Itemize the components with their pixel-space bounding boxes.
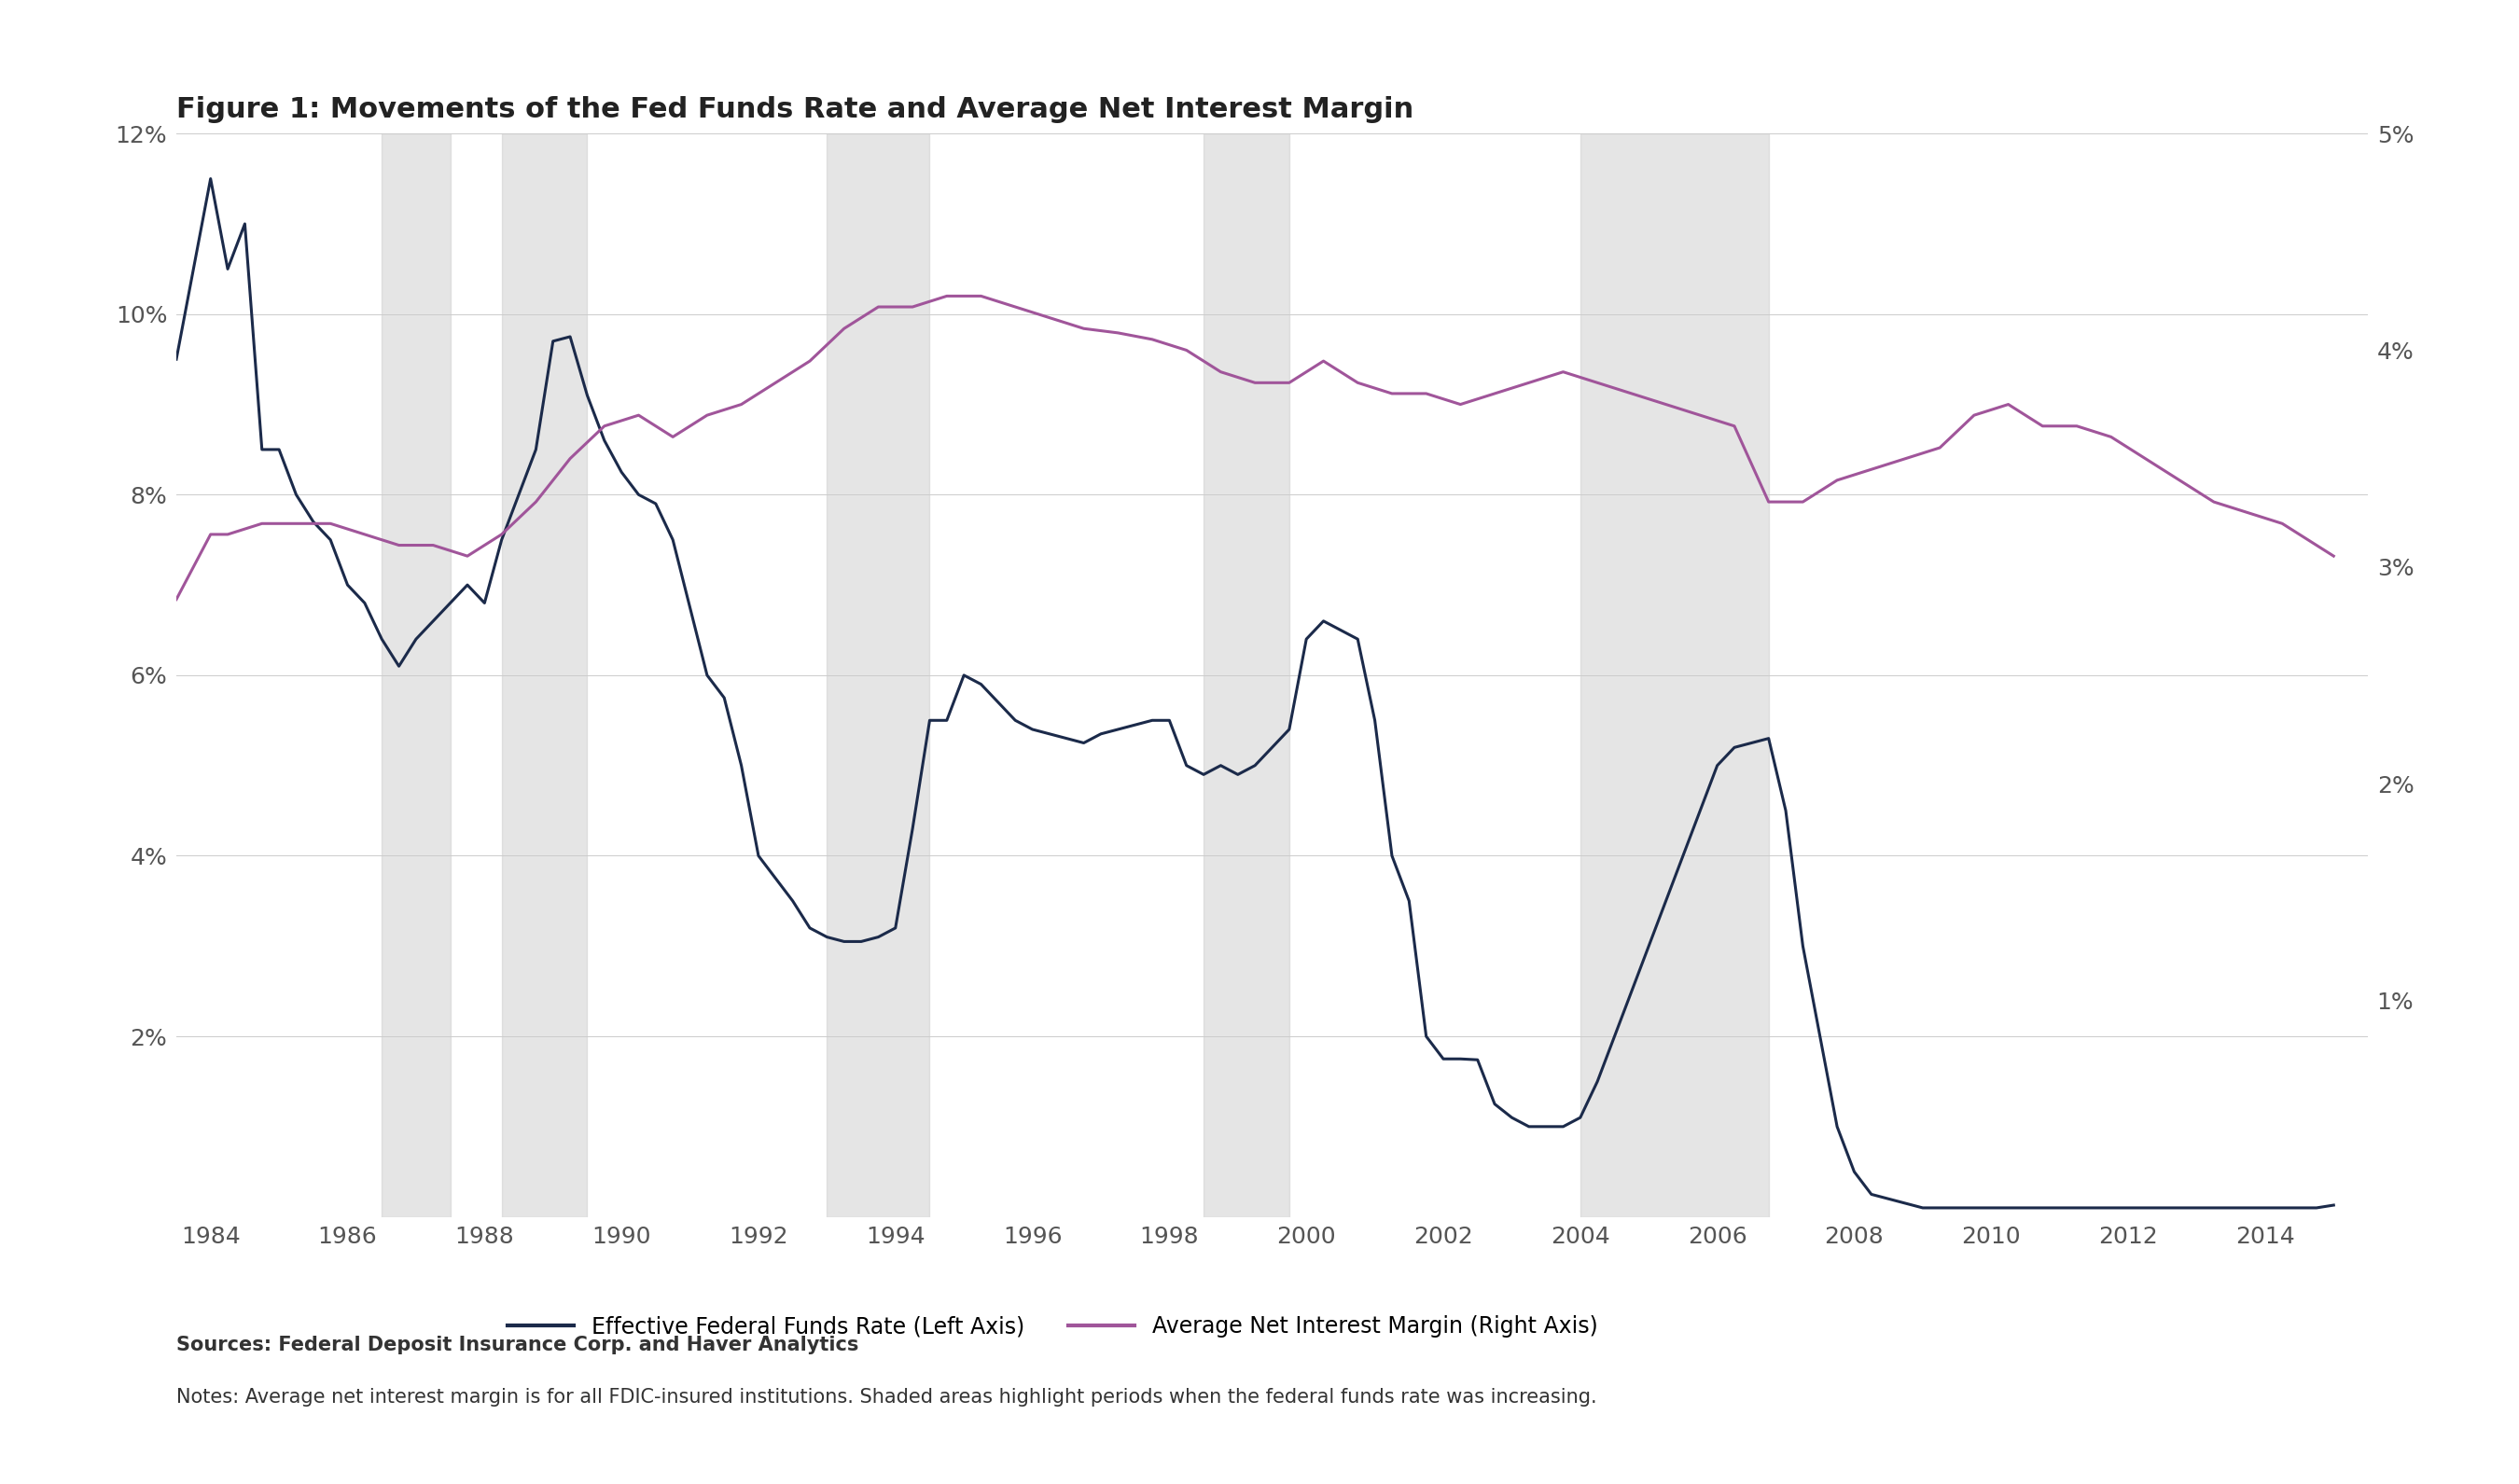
Text: Notes: Average net interest margin is for all FDIC-insured institutions. Shaded : Notes: Average net interest margin is fo… (176, 1388, 1597, 1407)
Text: Sources: Federal Deposit Insurance Corp. and Haver Analytics: Sources: Federal Deposit Insurance Corp.… (176, 1336, 859, 1355)
Text: Figure 1: Movements of the Fed Funds Rate and Average Net Interest Margin: Figure 1: Movements of the Fed Funds Rat… (176, 96, 1413, 123)
Legend: Effective Federal Funds Rate (Left Axis), Average Net Interest Margin (Right Axi: Effective Federal Funds Rate (Left Axis)… (499, 1307, 1607, 1346)
Bar (1579, 134, 1768, 1217)
Bar (383, 134, 451, 1217)
Bar (1204, 134, 1290, 1217)
Bar (501, 134, 587, 1217)
Bar (826, 134, 930, 1217)
